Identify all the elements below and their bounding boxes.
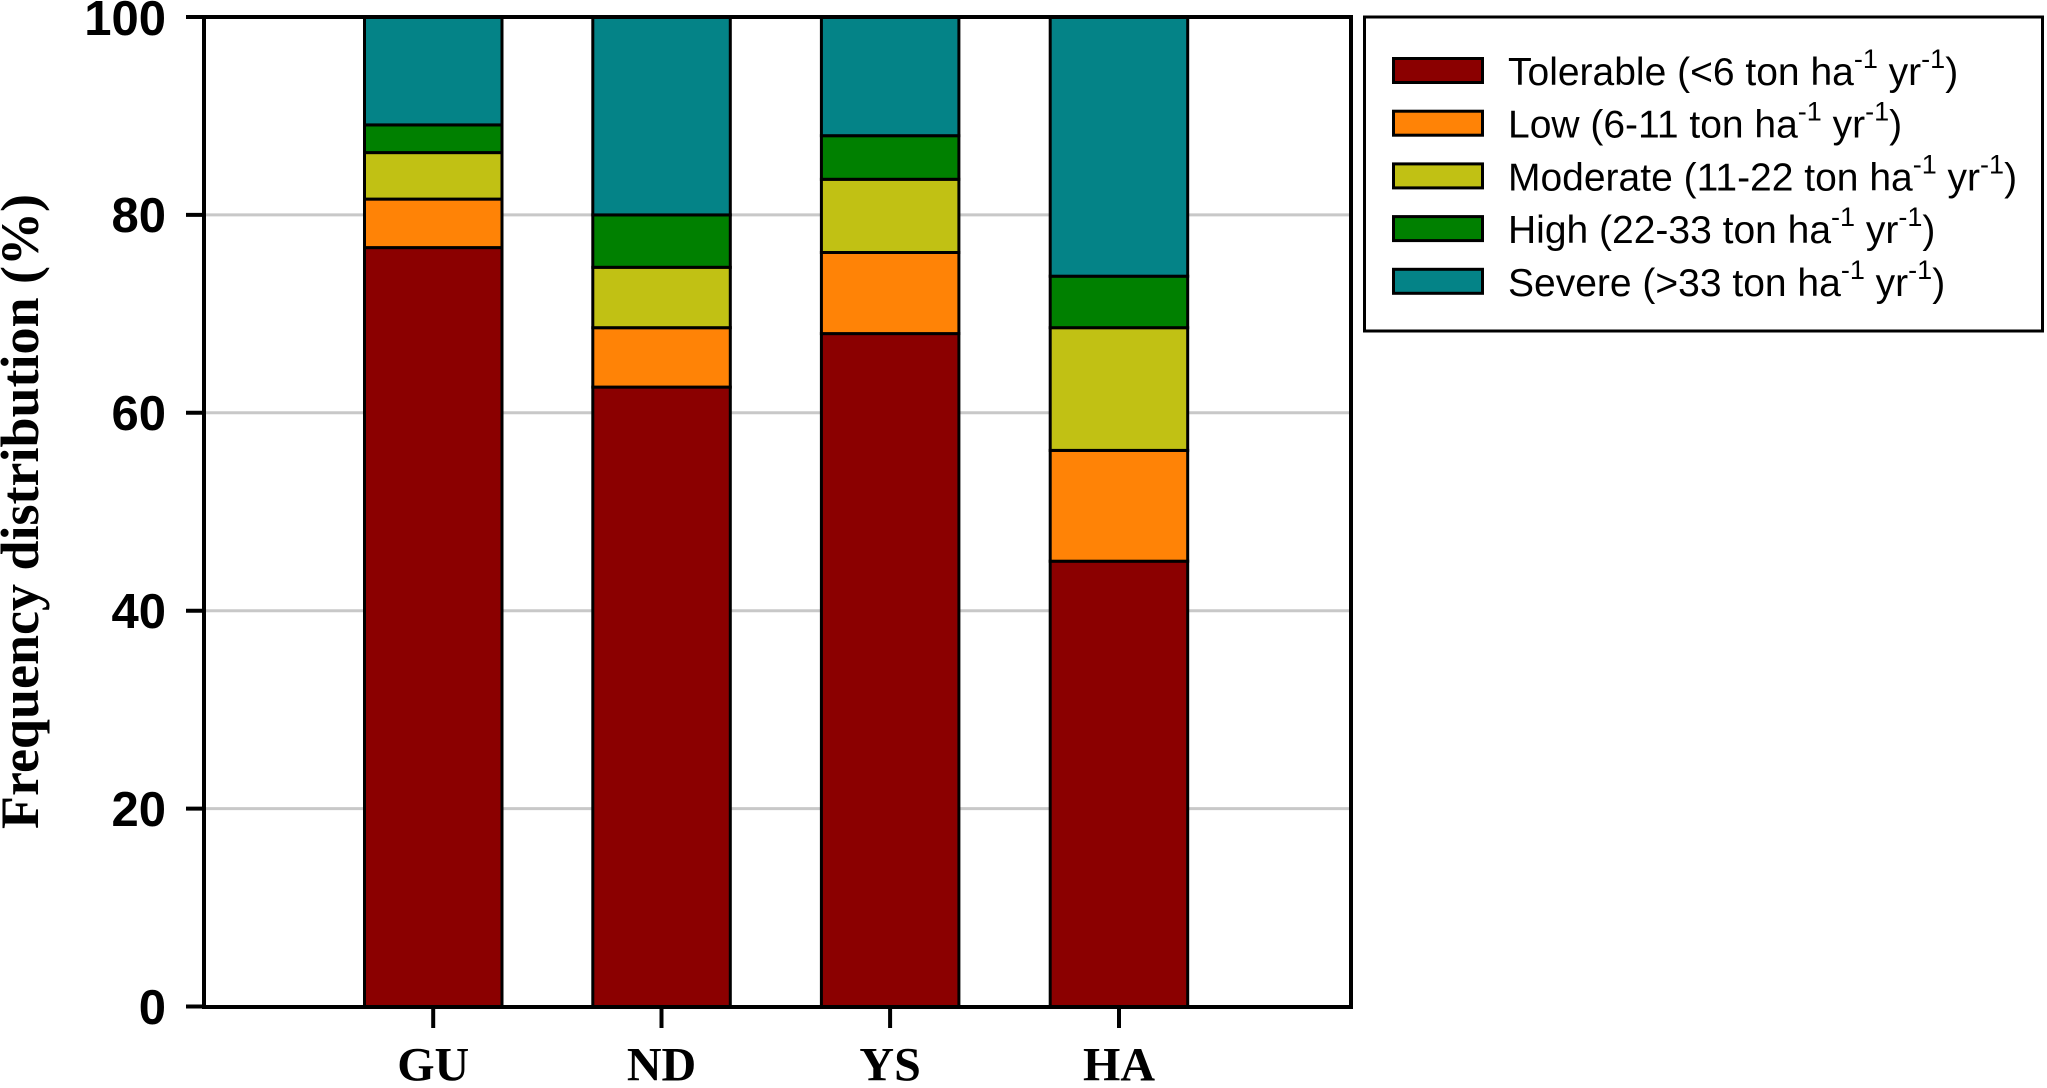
- svg-text:GU: GU: [397, 1039, 469, 1088]
- svg-text:Low (6-11 ton ha-1 yr-1): Low (6-11 ton ha-1 yr-1): [1508, 97, 1902, 147]
- svg-text:Tolerable (<6 ton ha-1 yr-1): Tolerable (<6 ton ha-1 yr-1): [1508, 44, 1958, 94]
- svg-text:Frequency distribution (%): Frequency distribution (%): [0, 194, 50, 829]
- svg-text:100: 100: [84, 0, 166, 46]
- svg-text:0: 0: [139, 981, 166, 1035]
- svg-text:YS: YS: [859, 1039, 920, 1088]
- svg-text:HA: HA: [1083, 1039, 1155, 1088]
- svg-text:60: 60: [111, 387, 166, 441]
- svg-text:80: 80: [111, 189, 166, 243]
- svg-text:ND: ND: [627, 1039, 696, 1088]
- svg-text:Severe (>33 ton ha-1 yr-1): Severe (>33 ton ha-1 yr-1): [1508, 255, 1945, 305]
- svg-text:20: 20: [111, 783, 166, 837]
- svg-text:Moderate (11-22 ton ha-1 yr-1): Moderate (11-22 ton ha-1 yr-1): [1508, 149, 2017, 199]
- svg-text:High (22-33 ton ha-1 yr-1): High (22-33 ton ha-1 yr-1): [1508, 202, 1935, 252]
- svg-text:40: 40: [111, 585, 166, 639]
